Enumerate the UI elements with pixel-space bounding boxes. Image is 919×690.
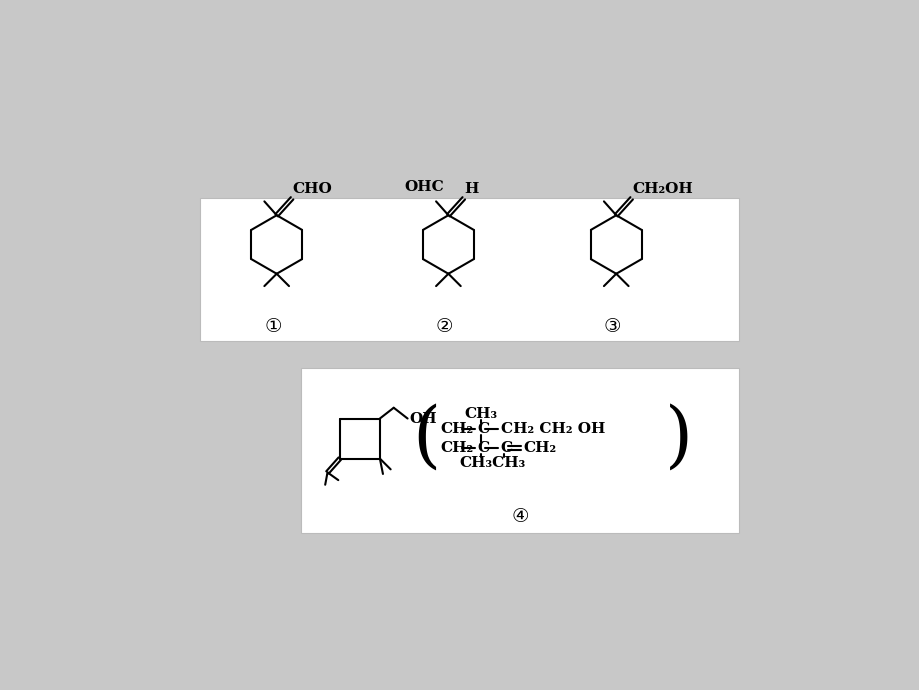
Text: CH₃CH₃: CH₃CH₃: [459, 456, 525, 470]
Text: CH₂: CH₂: [523, 441, 556, 455]
Text: C: C: [500, 441, 512, 455]
Text: CH₂ CH₂ OH: CH₂ CH₂ OH: [500, 422, 605, 436]
Text: CH₂OH: CH₂OH: [631, 182, 692, 196]
Text: H: H: [464, 182, 479, 196]
Text: CH₃: CH₃: [464, 407, 497, 421]
Text: ④: ④: [511, 507, 528, 526]
Text: (: (: [413, 403, 440, 474]
FancyBboxPatch shape: [301, 368, 739, 533]
Text: ②: ②: [436, 317, 453, 337]
Text: OH: OH: [409, 411, 437, 426]
Text: C: C: [477, 441, 489, 455]
Text: OHC: OHC: [404, 179, 444, 194]
Text: CH₂: CH₂: [440, 441, 473, 455]
Text: ③: ③: [603, 317, 620, 337]
FancyBboxPatch shape: [200, 198, 739, 341]
Text: CH₂: CH₂: [440, 422, 473, 436]
Text: ①: ①: [264, 317, 281, 337]
Text: ): ): [664, 403, 693, 474]
Text: CHO: CHO: [292, 182, 333, 196]
Text: C: C: [477, 422, 489, 436]
